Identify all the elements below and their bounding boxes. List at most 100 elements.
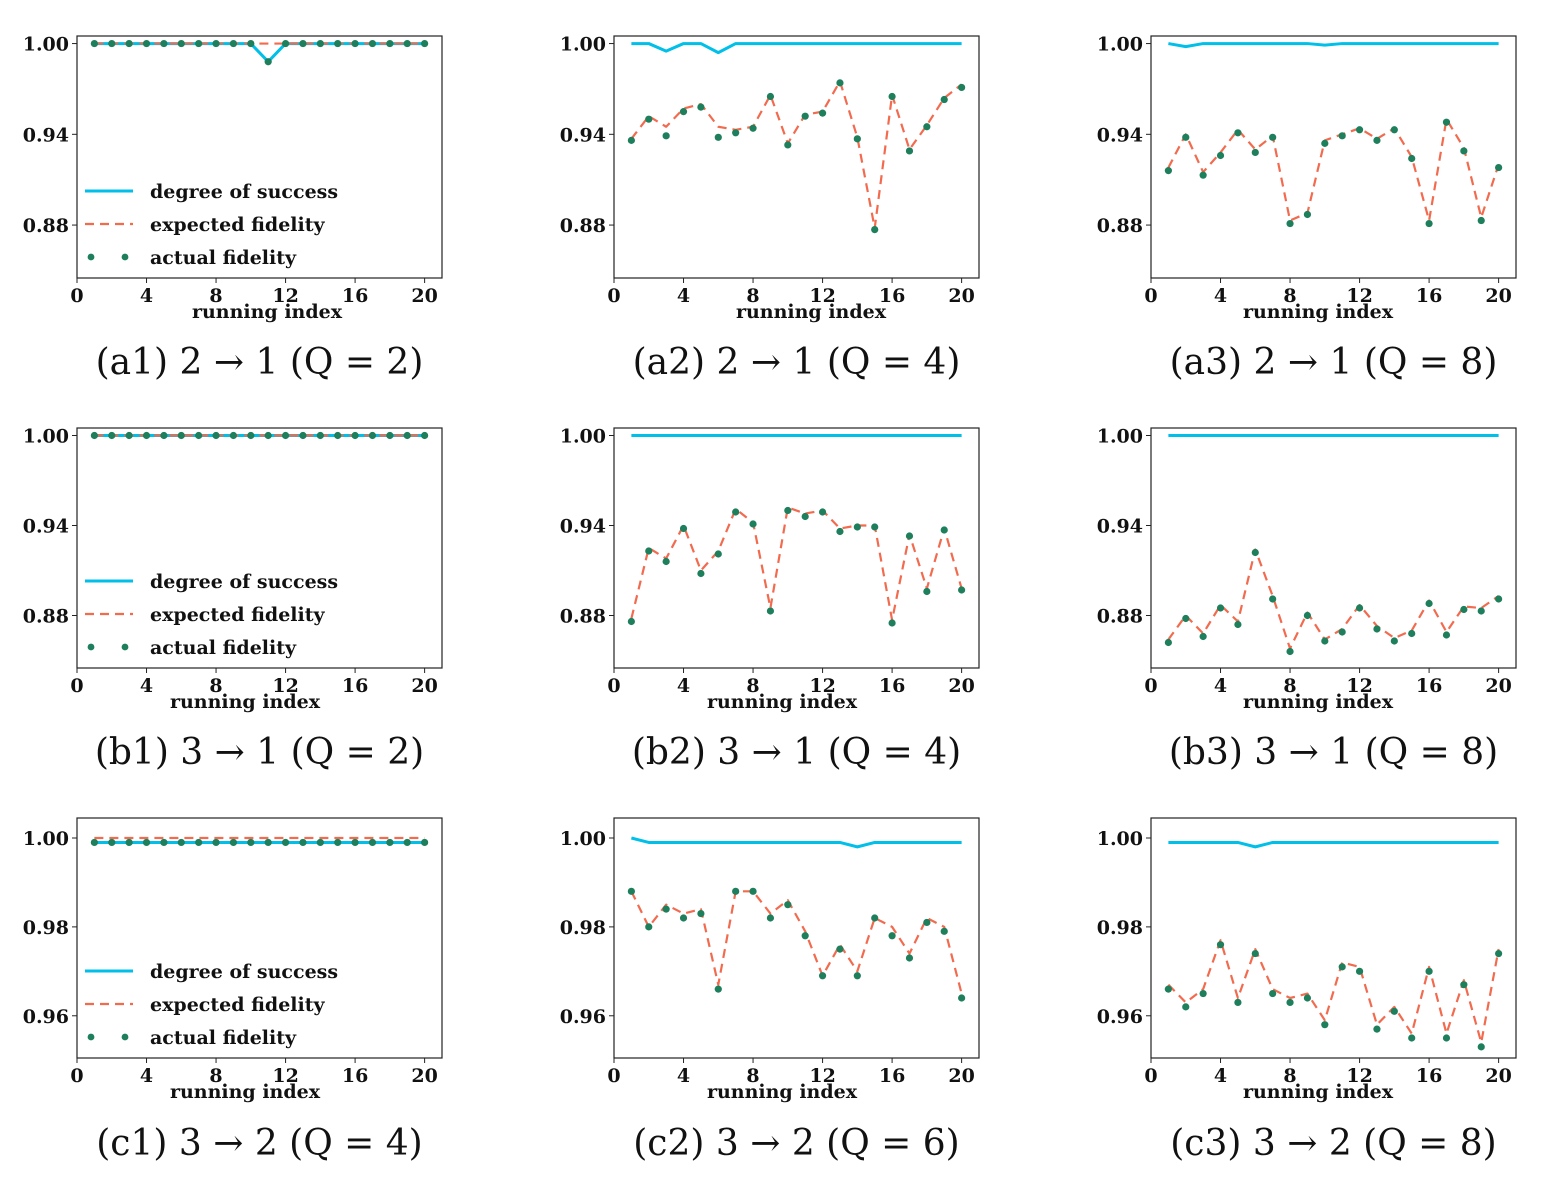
actual-fidelity-point [195,431,203,440]
legend-swatch-actual-fidelity-dot [87,643,95,651]
actual-fidelity-point [386,39,394,48]
actual-fidelity-point [142,39,151,48]
actual-fidelity-point [1355,604,1364,612]
series-line-expected-fidelity [1167,939,1500,1044]
x-tick-label: 8 [746,1065,759,1087]
x-tick-label: 8 [209,285,222,307]
actual-fidelity-point [160,431,168,440]
series-line-expected-fidelity [630,80,963,230]
actual-fidelity-point [1390,1007,1398,1015]
actual-fidelity-point [351,838,359,847]
actual-fidelity-point [247,431,255,440]
actual-fidelity-point [1164,638,1172,647]
series-line-expected-fidelity [1167,118,1500,222]
panel-b2: 0 4 8 12 16 20 0.88 0.94 1.00 running index (b2) 3… [560,426,980,773]
y-tick-label: 1.00 [560,828,606,850]
actual-fidelity-point [714,985,722,993]
y-tick-label: 0.94 [23,516,69,538]
axes-frame [613,427,980,669]
actual-fidelity-point [299,39,307,48]
y-tick-label: 0.94 [1097,124,1143,146]
y-tick-label: 0.94 [1097,516,1143,538]
actual-fidelity-point [281,431,290,440]
panel-caption: (a1) 2 → 1 (Q = 2) [96,342,424,383]
actual-fidelity-point [958,994,966,1002]
actual-fidelity-point [836,945,844,953]
actual-fidelity-point [627,887,635,895]
actual-fidelity-point [90,39,98,48]
series-line-expected-fidelity [630,506,963,622]
actual-fidelity-point [1373,1025,1381,1033]
x-tick-label: 4 [140,675,153,697]
actual-fidelity-point [299,838,307,847]
actual-fidelity-point [1355,967,1364,975]
actual-fidelity-point [1408,1034,1416,1042]
actual-fidelity-point [125,838,133,847]
y-tick-label: 0.88 [1097,606,1143,628]
y-tick-label: 0.98 [560,917,606,939]
actual-fidelity-point [958,586,966,594]
legend-label-degree-of-success: degree of success [150,571,338,593]
actual-fidelity-point [1321,1021,1329,1029]
actual-fidelity-point [1199,989,1207,998]
series-line-degree-of-success [94,42,425,64]
axes-frame [613,817,980,1059]
y-tick-label: 0.94 [560,124,606,146]
panel-a2: 0 4 8 12 16 20 0.88 0.94 1.00 running index (a2) 2… [560,34,980,383]
x-tick-label: 4 [140,1065,153,1087]
actual-fidelity-point [645,115,653,123]
x-tick-label: 16 [342,285,368,307]
y-tick-label: 0.88 [23,215,69,237]
x-tick-label: 0 [607,675,620,697]
panel-caption: (a2) 2 → 1 (Q = 4) [633,342,961,383]
axes-frame [1150,817,1517,1059]
x-tick-label: 16 [342,1065,368,1087]
panel-caption: (b2) 3 → 1 (Q = 4) [632,732,961,773]
actual-fidelity-point [732,887,740,895]
actual-fidelity-point [229,431,238,440]
panel-c3: 0 4 8 12 16 20 0.96 0.98 1.00 running index (c3) 3… [1097,817,1517,1164]
x-tick-label: 20 [411,285,437,307]
panel-caption: (b1) 3 → 1 (Q = 2) [95,732,424,773]
actual-fidelity-point [1234,129,1242,137]
actual-fidelity-point [940,927,948,935]
legend-label-expected-fidelity: expected fidelity [150,604,326,626]
panel-caption: (c3) 3 → 2 (Q = 8) [1170,1123,1496,1164]
actual-fidelity-point [888,932,896,940]
x-tick-label: 8 [209,1065,222,1087]
actual-fidelity-point [316,838,324,847]
x-tick-label: 12 [1346,285,1372,307]
actual-fidelity-point [334,838,342,847]
x-tick-label: 12 [809,1065,835,1087]
x-tick-label: 4 [677,285,690,307]
legend-swatch-actual-fidelity-dot [121,253,129,261]
actual-fidelity-point [212,431,220,440]
actual-fidelity-point [697,909,705,918]
x-tick-label: 20 [1485,675,1511,697]
x-tick-label: 16 [1416,1065,1442,1087]
actual-fidelity-point [662,905,670,913]
actual-fidelity-point [334,39,342,48]
actual-fidelity-point [1182,1003,1190,1011]
actual-fidelity-point [1286,998,1294,1007]
actual-fidelity-point [177,838,185,847]
y-tick-label: 1.00 [23,828,69,850]
y-tick-label: 0.98 [1097,917,1143,939]
actual-fidelity-point [1321,139,1329,147]
actual-fidelity-point [1164,167,1172,175]
x-tick-label: 12 [272,285,298,307]
actual-fidelity-point [403,39,411,48]
actual-fidelity-point [1251,949,1259,958]
actual-fidelity-point [177,39,185,48]
actual-fidelity-point [801,932,809,940]
y-tick-label: 0.88 [23,606,69,628]
actual-fidelity-point [421,431,429,440]
actual-fidelity-point [264,838,272,847]
x-tick-label: 20 [948,675,974,697]
actual-fidelity-point [853,523,861,531]
actual-fidelity-point [1442,631,1451,639]
x-tick-label: 4 [1214,675,1227,697]
actual-fidelity-point [1495,163,1503,172]
x-tick-label: 8 [746,675,759,697]
